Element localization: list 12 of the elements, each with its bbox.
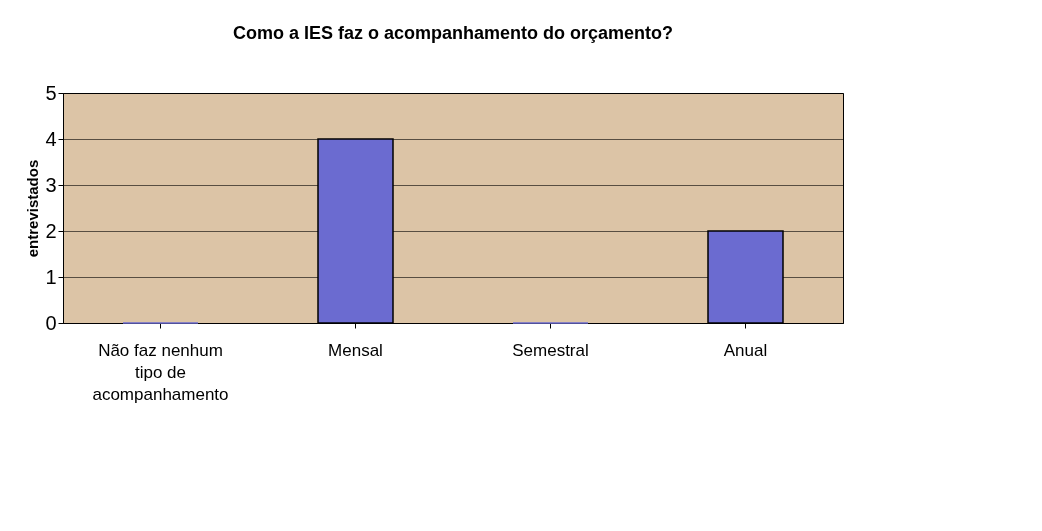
x-tick-label: Não faz nenhum tipo de acompanhamento [92,340,229,404]
y-tick-label: 1 [45,265,57,288]
y-tick-label: 4 [45,127,57,150]
y-tick-label: 3 [45,173,57,196]
y-tick-label: 5 [45,81,57,104]
x-tick-label: Anual [723,340,768,360]
x-tick-label: Mensal [328,340,383,360]
y-axis-title: entrevistados [24,159,42,258]
y-tick-label: 2 [45,219,57,242]
y-tick-label: 0 [45,311,57,334]
x-tick-label: Semestral [512,340,589,360]
chart-title: Como a IES faz o acompanhamento do orçamento? [232,23,674,43]
